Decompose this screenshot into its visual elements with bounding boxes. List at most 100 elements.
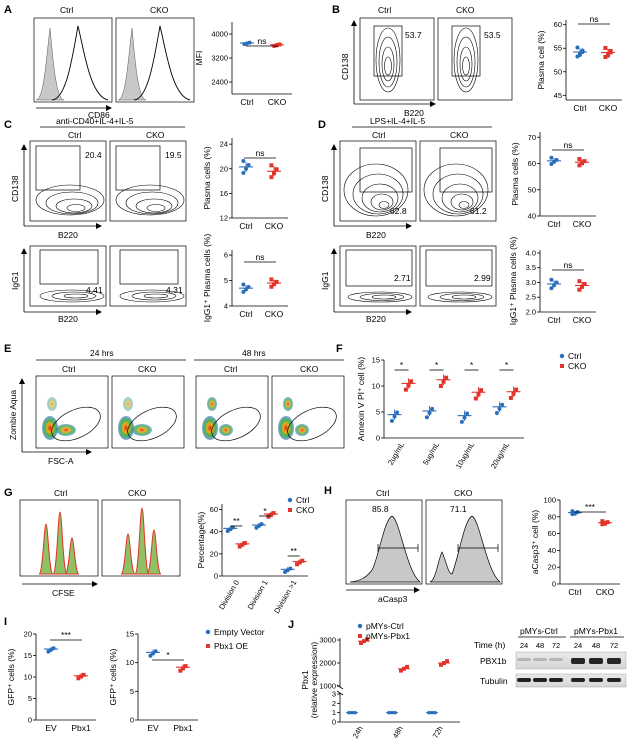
data-point: [582, 159, 587, 164]
data-point: [274, 279, 279, 284]
data-point: [389, 418, 394, 423]
y-tick-label: 40: [528, 212, 536, 221]
b-contour-cko: [453, 27, 479, 93]
y-axis-label-2: (relative expression): [309, 642, 319, 719]
data-point: [606, 53, 610, 58]
j-band-tubulin-lane: [533, 678, 547, 682]
data-point: [580, 50, 585, 54]
j-band-pbx1b-lane: [533, 658, 547, 661]
data-point: [148, 653, 153, 658]
significance-label: ***: [61, 630, 72, 640]
e-plot-0: [35, 375, 109, 449]
cfse-peak: [52, 511, 68, 575]
data-point: [406, 383, 411, 388]
panel-label-a: A: [4, 4, 12, 16]
j-band-tubulin: Tubulin: [480, 676, 508, 686]
data-point: [605, 520, 610, 525]
y-tick-label: 50: [528, 185, 536, 194]
data-point: [246, 162, 251, 167]
a-cko-title: CKO: [150, 5, 169, 15]
y-tick-label: 40: [548, 546, 556, 555]
h-ctrl-title: Ctrl: [376, 488, 389, 498]
data-point: [350, 710, 354, 715]
data-point: [608, 50, 613, 55]
y-tick-label: 5: [224, 276, 228, 285]
data-point: [272, 282, 276, 287]
c-gate-ctrl-top: [35, 145, 81, 191]
panel-label-h: H: [324, 485, 332, 497]
c-plot-cko-bot: [109, 245, 187, 307]
y-tick-label: 0: [552, 580, 556, 589]
data-point: [441, 379, 446, 384]
y-tick-label: 45: [554, 91, 562, 100]
j-band-pbx1b-lane: [571, 658, 585, 664]
b-xlabel: B220: [404, 108, 424, 118]
c-gate-ctrl-bot: [39, 249, 99, 285]
data-point: [241, 282, 246, 287]
data-point: [438, 384, 443, 388]
y-tick-label: 3: [332, 690, 336, 699]
y-tick-label: 2: [332, 699, 336, 708]
x-tick-label: CKO: [599, 103, 618, 113]
chart-D2: 2.0 2.5 3.0 3.5 4.0 IgG1⁺ Plasma cells (%) Ctr…: [508, 237, 596, 326]
x-tick-label: Ctrl: [239, 221, 252, 231]
y-tick-label: 10: [24, 673, 32, 682]
g-xlabel: CFSE: [52, 588, 75, 598]
data-point: [578, 53, 582, 58]
h-cko-title: CKO: [454, 488, 473, 498]
data-point: [497, 406, 502, 411]
data-point: [300, 558, 305, 563]
data-point: [178, 668, 183, 673]
y-tick-label: 5: [376, 408, 380, 417]
j-band-pbx1b-lane: [589, 658, 603, 664]
a-ctrl-title: Ctrl: [60, 5, 73, 15]
data-point: [554, 280, 559, 285]
data-point: [577, 157, 582, 162]
cfse-peak: [38, 523, 54, 575]
a-x-arrow: [106, 105, 112, 111]
legend-ctrl: Ctrl: [568, 351, 581, 361]
significance-label: ns: [256, 252, 265, 262]
data-point: [266, 514, 271, 519]
legend-oe-marker: [206, 644, 210, 648]
c-xlabel-bot: B220: [58, 314, 78, 324]
y-axis-label: IgG1⁺ Plasma cells (%): [508, 237, 518, 326]
c-contour-cko-top: [115, 184, 185, 216]
data-point: [433, 710, 437, 715]
legend-ev-marker: [205, 629, 211, 635]
data-point: [272, 171, 276, 176]
legend-cko-marker: [288, 508, 292, 512]
data-point: [269, 175, 274, 180]
data-point: [603, 521, 607, 526]
legend-cko: CKO: [296, 505, 315, 515]
e-title-24: 24 hrs: [90, 348, 114, 358]
significance-label: ***: [585, 502, 596, 512]
chart-C2: 4 5 6 IgG1⁺ Plasma cells (%) Ctrl CKO ns: [202, 234, 288, 322]
c-gate-ctrl-bot-value: 4.41: [86, 285, 103, 295]
data-point: [390, 710, 394, 715]
y-tick-label: 0: [214, 572, 218, 581]
significance-label: *: [400, 360, 404, 370]
y-tick-label: 4.0: [526, 248, 536, 257]
data-point: [275, 43, 279, 48]
chart-C1: 12 16 20 24 Plasma cells (%) Ctrl CKO ns: [202, 138, 288, 231]
y-tick-label: 5: [28, 694, 32, 703]
d-cko-title: CKO: [450, 130, 469, 140]
d-gate-cko-bot-value: 2.99: [474, 273, 491, 283]
data-point: [580, 161, 584, 166]
e-title-48: 48 hrs: [242, 348, 266, 358]
data-point: [241, 159, 246, 164]
x-tick-label: CKO: [268, 97, 287, 107]
a-xlabel: CD86: [88, 110, 110, 120]
e-population-dead: [202, 416, 218, 440]
y-tick-label: 50: [554, 67, 562, 76]
data-point: [347, 710, 351, 715]
e-ctrl-48: Ctrl: [224, 364, 237, 374]
data-point: [181, 666, 185, 671]
g-cko-title: CKO: [128, 488, 147, 498]
cfse-peak: [64, 537, 80, 575]
legend-cko: CKO: [568, 361, 587, 371]
data-point: [549, 155, 554, 160]
b-contour-ctrl: [375, 27, 401, 93]
